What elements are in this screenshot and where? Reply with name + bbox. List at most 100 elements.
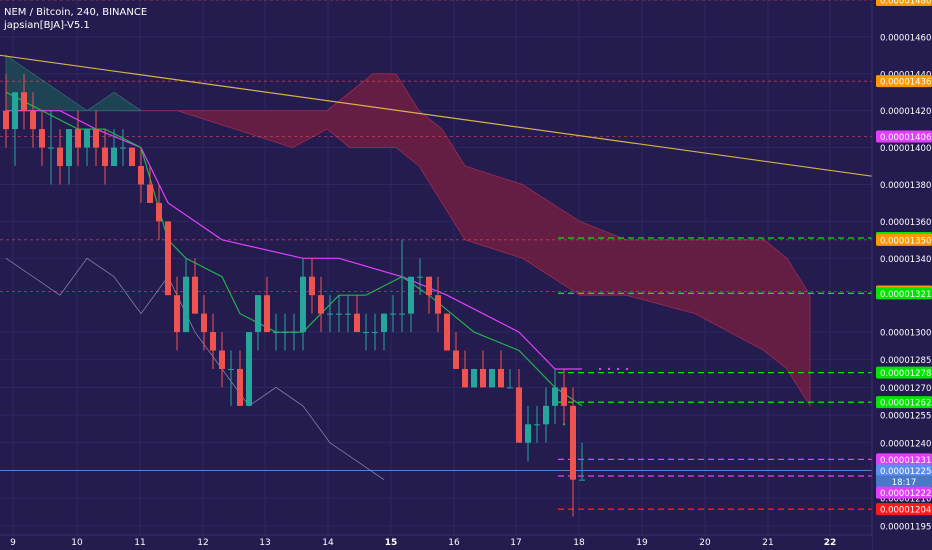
ichimoku-cloud <box>5 54 811 408</box>
price-label-0[interactable]: 0.00001480 <box>876 0 932 7</box>
candle-7 <box>66 129 72 185</box>
x-tick-label-4: 13 <box>259 538 270 548</box>
candle-5 <box>48 110 54 185</box>
x-tick-label-8: 17 <box>510 538 521 548</box>
candle-40 <box>363 313 369 351</box>
candle-11 <box>102 129 108 185</box>
price-label-2[interactable]: 0.00001406 <box>876 130 932 144</box>
x-tick-label-12: 21 <box>762 538 773 548</box>
price-label-13[interactable]: 0.00001204 <box>876 503 932 516</box>
price-label-7[interactable]: 0.00001278 <box>876 366 932 380</box>
x-tick-label-5: 14 <box>322 538 334 548</box>
y-tick-label-8: 0.00001285 <box>880 356 931 366</box>
svg-text:0.00001350: 0.00001350 <box>880 236 931 246</box>
candle-34 <box>309 258 315 314</box>
candle-39 <box>354 295 360 333</box>
symbol-title[interactable]: NEM / Bitcoin, 240, BINANCE <box>4 7 148 18</box>
candle-60 <box>543 387 549 443</box>
candle-21 <box>192 258 198 314</box>
price-label-6[interactable]: 0.00001321 <box>876 287 932 300</box>
y-tick-label-6: 0.00001340 <box>880 255 931 265</box>
svg-text:0.00001436: 0.00001436 <box>880 78 931 88</box>
candle-18 <box>165 221 171 296</box>
candle-0 <box>3 73 9 148</box>
candle-42 <box>381 313 387 351</box>
x-tick-label-13: 22 <box>824 538 837 548</box>
time-axis[interactable]: 9 10 11 12 13 14 15 16 17 18 19 20 21 22 <box>0 534 872 550</box>
svg-text:18:17: 18:17 <box>892 478 917 488</box>
candle-3 <box>30 92 36 148</box>
candle-43 <box>390 295 396 333</box>
indicator-title[interactable]: japsian[BJA]-V5.1 <box>4 20 90 31</box>
candle-4 <box>39 110 45 167</box>
candle-46 <box>417 258 423 296</box>
candle-44 <box>399 239 405 333</box>
candle-6 <box>57 129 63 185</box>
price-axis[interactable]: 0.000014600.000014400.000014200.00001400… <box>871 0 932 550</box>
candle-20 <box>183 258 189 333</box>
candle-38 <box>345 295 351 333</box>
candle-23 <box>210 313 216 369</box>
candle-14 <box>129 147 135 167</box>
x-tick-label-0: 9 <box>10 538 16 548</box>
x-tick-label-6: 15 <box>385 538 398 548</box>
candle-27 <box>246 332 252 406</box>
candle-50 <box>453 332 459 369</box>
candle-41 <box>372 313 378 351</box>
title-block: NEM / Bitcoin, 240, BINANCE japsian[BJA]… <box>4 6 147 32</box>
x-tick-label-3: 12 <box>197 538 208 548</box>
y-tick-label-4: 0.00001380 <box>880 181 931 191</box>
projection-dot-3 <box>625 367 629 371</box>
candle-37 <box>336 295 342 333</box>
y-tick-label-10: 0.00001255 <box>880 412 931 422</box>
lagging-span-line <box>5 257 385 481</box>
svg-text:0.00001225: 0.00001225 <box>880 467 931 477</box>
candle-9 <box>84 129 90 167</box>
price-label-8[interactable]: 0.00001262 <box>876 396 932 409</box>
svg-text:0.00001480: 0.00001480 <box>880 0 931 7</box>
candle-1 <box>12 92 18 167</box>
price-label-10[interactable]: 0.00001225 <box>876 464 932 477</box>
price-label-12[interactable]: 0.00001222 <box>876 486 932 500</box>
y-tick-label-5: 0.00001360 <box>880 218 931 228</box>
x-tick-label-2: 11 <box>134 538 145 548</box>
svg-text:0.00001204: 0.00001204 <box>880 506 931 516</box>
price-label-11[interactable]: 18:17 <box>876 475 932 489</box>
candle-12 <box>111 129 117 167</box>
price-label-4[interactable]: 0.00001350 <box>876 233 932 247</box>
svg-text:0.00001222: 0.00001222 <box>880 489 931 499</box>
horizontal-levels <box>0 0 872 510</box>
projection-dot-2 <box>616 367 620 371</box>
price-label-9[interactable]: 0.00001231 <box>876 453 932 466</box>
price-label-1[interactable]: 0.00001436 <box>876 75 932 88</box>
candle-48 <box>435 276 441 333</box>
candle-32 <box>291 313 297 351</box>
candle-8 <box>75 110 81 167</box>
candle-59 <box>534 405 540 443</box>
y-tick-label-11: 0.00001240 <box>880 439 931 449</box>
candle-52 <box>471 368 477 388</box>
candle-25 <box>228 350 234 406</box>
y-tick-label-2: 0.00001420 <box>880 107 931 117</box>
candle-24 <box>219 332 225 388</box>
projection-dot-1 <box>607 367 611 371</box>
candles <box>3 73 585 517</box>
candle-2 <box>21 73 27 130</box>
x-tick-label-7: 16 <box>448 538 460 548</box>
y-tick-label-12: 0.00001210 <box>880 495 931 505</box>
candle-56 <box>507 368 513 389</box>
svg-text:0.00001262: 0.00001262 <box>880 399 931 409</box>
candle-35 <box>318 276 324 333</box>
candle-61 <box>552 368 558 425</box>
candle-29 <box>264 276 270 333</box>
candle-10 <box>93 110 99 167</box>
y-tick-label-9: 0.00001270 <box>880 384 931 394</box>
candle-26 <box>237 350 243 406</box>
trend-line <box>0 54 932 186</box>
candle-63 <box>570 387 576 517</box>
x-tick-label-1: 10 <box>71 538 83 548</box>
candle-16 <box>147 166 153 203</box>
y-tick-label-3: 0.00001400 <box>880 144 931 154</box>
candle-36 <box>327 295 333 333</box>
